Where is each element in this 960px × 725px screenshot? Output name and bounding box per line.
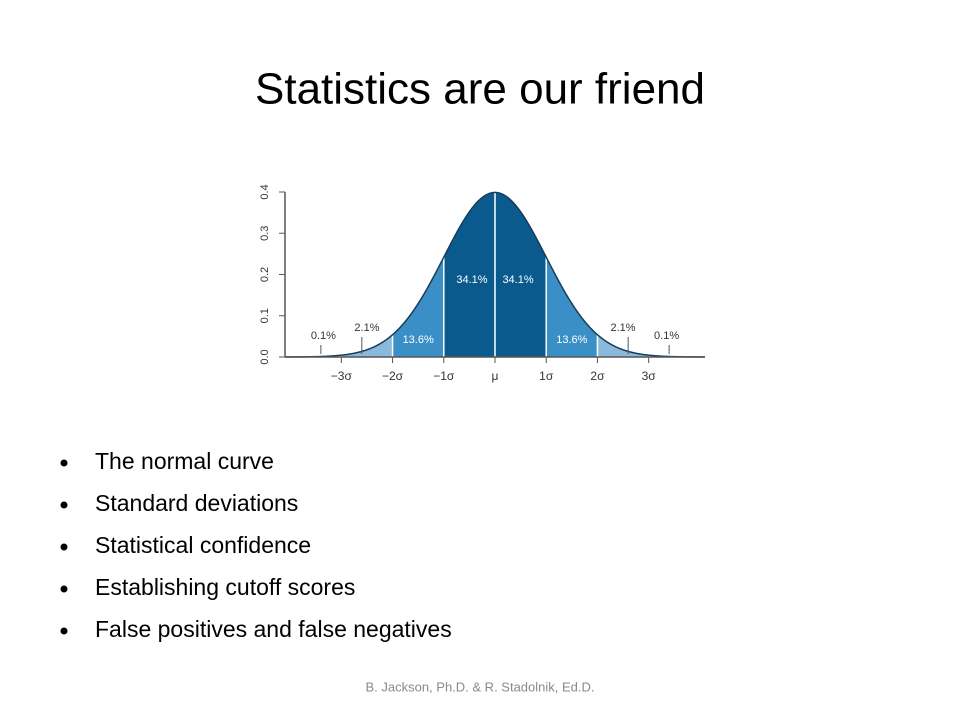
x-tick-label: 3σ — [642, 369, 657, 383]
region — [597, 334, 649, 357]
footer: B. Jackson, Ph.D. & R. Stadolnik, Ed.D. — [365, 679, 594, 694]
x-tick-label: 2σ — [590, 369, 605, 383]
percent-label: 34.1% — [502, 274, 533, 286]
y-tick-label: 0.3 — [259, 226, 271, 241]
bullet-text: False positives and false negatives — [95, 616, 452, 642]
x-tick-label: 1σ — [539, 369, 554, 383]
region — [341, 334, 393, 357]
curve — [284, 191, 706, 358]
x-tick-label: μ — [492, 369, 499, 383]
bullet-text: Standard deviations — [95, 490, 298, 516]
y-tick-label: 0.1 — [259, 308, 271, 323]
x-tick-label: −3σ — [331, 369, 353, 383]
percent-label: 34.1% — [456, 274, 487, 286]
y-tick-label: 0.0 — [259, 349, 271, 364]
x-tick-label: −2σ — [382, 369, 404, 383]
bullet-text: Establishing cutoff scores — [95, 574, 355, 600]
percent-label: 0.1% — [654, 330, 679, 342]
percent-label: 2.1% — [354, 322, 379, 334]
bullet-text: The normal curve — [95, 448, 274, 474]
y-tick-label: 0.4 — [259, 184, 271, 199]
slide-title: Statistics are our friend — [255, 65, 705, 114]
percent-label: 0.1% — [311, 330, 336, 342]
y-tick-label: 0.2 — [259, 267, 271, 282]
bullet-dot — [60, 627, 68, 635]
bullet-dot — [60, 501, 68, 509]
percent-label: 13.6% — [556, 334, 587, 346]
bullet-dot — [60, 585, 68, 593]
x-tick-label: −1σ — [433, 369, 455, 383]
bullet-dot — [60, 543, 68, 551]
percent-label: 13.6% — [403, 334, 434, 346]
percent-label: 2.1% — [611, 322, 636, 334]
bullet-text: Statistical confidence — [95, 532, 311, 558]
bullet-dot — [60, 459, 68, 467]
